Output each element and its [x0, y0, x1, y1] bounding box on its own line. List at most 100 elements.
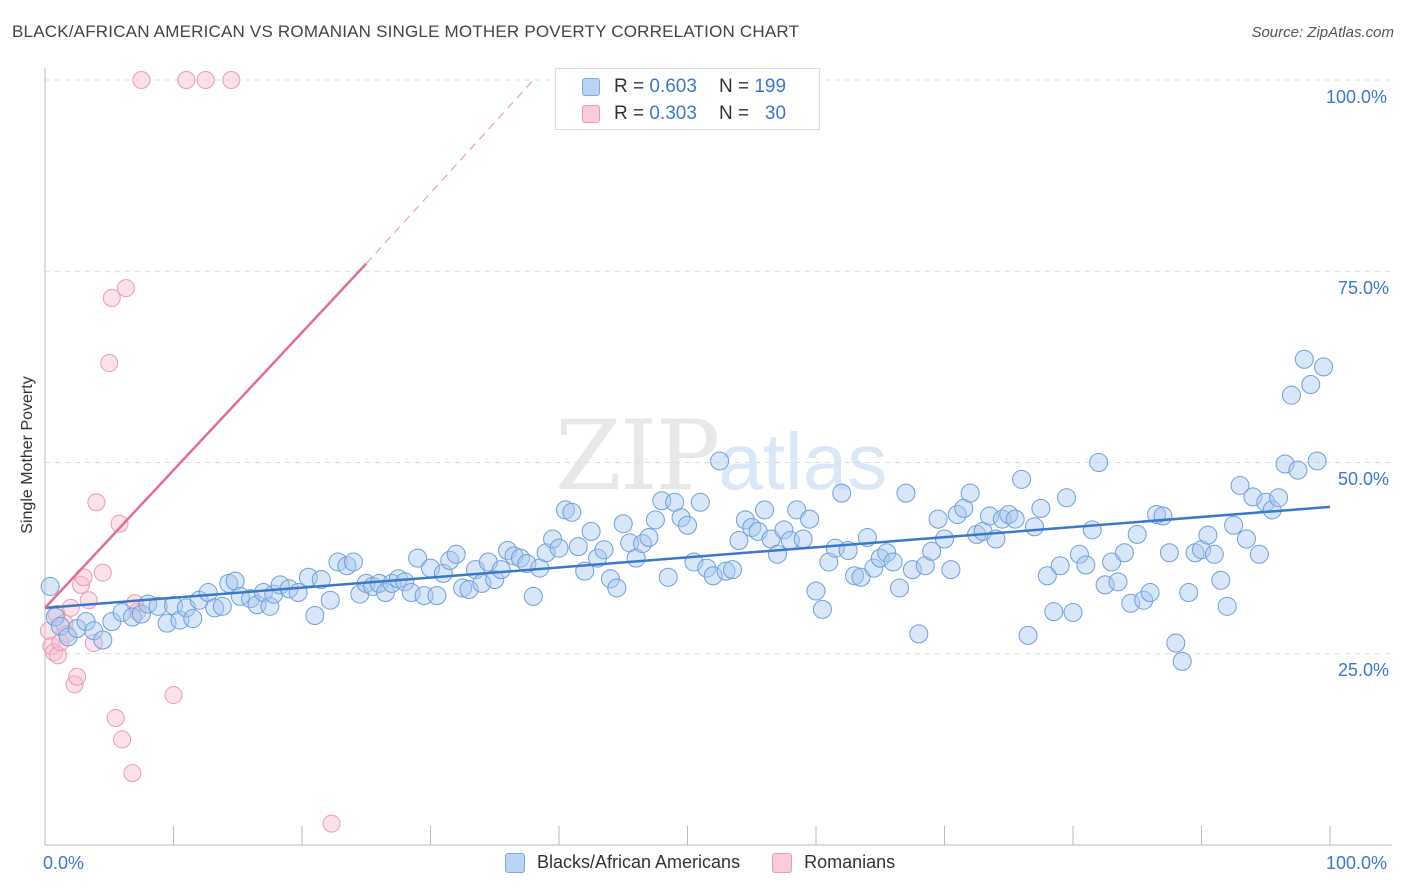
series-label-blacks: Blacks/African Americans — [537, 852, 741, 872]
legend-swatch-blacks — [582, 78, 600, 96]
blacks-point — [870, 548, 890, 568]
blacks-point — [703, 566, 723, 586]
blacks-point — [960, 483, 980, 503]
blacks-point — [562, 502, 582, 522]
legend-r-label: R = — [614, 103, 645, 124]
blacks-point — [543, 529, 563, 549]
romanians-point — [116, 279, 135, 298]
blacks-point — [320, 590, 340, 610]
blacks-point — [376, 583, 396, 603]
series-legend-romanians[interactable]: Romanians — [772, 852, 895, 873]
romanians-points — [39, 71, 341, 833]
blacks-point — [1082, 520, 1102, 540]
blacks-point — [131, 604, 151, 624]
romanians-point — [164, 686, 183, 705]
romanians-point — [132, 71, 151, 89]
blacks-point — [1024, 517, 1044, 537]
blacks-point — [491, 560, 511, 580]
romanians-point — [222, 71, 241, 89]
romanians-point — [113, 730, 132, 749]
blacks-point — [883, 552, 903, 572]
romanians-point — [102, 289, 121, 308]
blacks-point — [1179, 583, 1199, 603]
blacks-point — [1159, 543, 1179, 563]
blacks-point — [722, 560, 742, 580]
y-tick-label-100: 100.0% — [1326, 87, 1388, 107]
stats-legend: R = 0.603 N = 199 R = 0.303 N = 30 — [555, 68, 820, 130]
blacks-point — [902, 560, 922, 580]
blacks-point — [735, 510, 755, 530]
romanians-point — [87, 493, 106, 512]
blacks-points — [40, 349, 1334, 671]
romanians-point — [100, 354, 119, 373]
blacks-point — [1140, 583, 1160, 603]
romanians-point — [110, 514, 129, 533]
blacks-point — [311, 570, 331, 590]
blacks-point — [549, 538, 569, 558]
series-legend-blacks[interactable]: Blacks/African Americans — [505, 852, 740, 873]
romanians-point — [39, 621, 58, 640]
blacks-point — [1108, 572, 1128, 592]
blacks-point — [1134, 590, 1154, 610]
blacks-point — [896, 483, 916, 503]
x-tick-label-max: 100.0% — [1326, 853, 1388, 873]
blacks-point — [1076, 555, 1096, 575]
legend-r-value: 0.303 — [649, 103, 697, 124]
blacks-point — [890, 578, 910, 598]
blacks-point — [305, 606, 325, 625]
romanians-point — [322, 814, 341, 833]
blacks-point — [1057, 488, 1077, 508]
blacks-point — [260, 596, 280, 616]
watermark-zip: ZIP — [555, 400, 720, 512]
blacks-point — [1269, 488, 1289, 508]
series-swatch-romanians — [772, 852, 793, 873]
blacks-point — [1044, 602, 1064, 622]
blacks-point — [1192, 540, 1211, 560]
blacks-point — [1012, 469, 1032, 489]
blacks-point — [1243, 487, 1263, 507]
legend-r-label: R = — [614, 76, 645, 97]
blacks-point — [395, 572, 415, 592]
blacks-point — [427, 586, 447, 606]
blacks-point — [613, 514, 633, 534]
chart-title: BLACK/AFRICAN AMERICAN VS ROMANIAN SINGL… — [12, 22, 800, 41]
blacks-point — [1114, 543, 1134, 563]
blacks-point — [50, 616, 70, 636]
romanians-point — [61, 598, 80, 617]
blacks-point — [1275, 454, 1295, 474]
blacks-point — [979, 506, 999, 526]
romanians-trend-line — [44, 262, 368, 609]
blacks-point — [40, 576, 60, 596]
blacks-point — [343, 552, 363, 572]
blacks-point — [697, 558, 717, 578]
y-tick-label-50: 50.0% — [1338, 469, 1390, 489]
blacks-point — [459, 579, 479, 599]
blacks-point — [205, 598, 225, 618]
blacks-point — [812, 599, 832, 619]
blacks-point — [1063, 602, 1083, 622]
blacks-point — [148, 596, 168, 616]
blacks-point — [909, 624, 929, 644]
blacks-point — [1031, 498, 1051, 518]
blacks-point — [1198, 525, 1218, 545]
blacks-point — [517, 553, 537, 573]
trend-lines — [44, 79, 1331, 610]
blacks-point — [1127, 524, 1147, 544]
blacks-point — [225, 571, 245, 591]
blacks-point — [157, 613, 177, 633]
blacks-point — [1018, 625, 1038, 645]
blacks-point — [1211, 570, 1231, 590]
blacks-point — [864, 558, 884, 578]
blacks-point — [568, 537, 588, 557]
blacks-point — [1281, 385, 1301, 405]
romanians-point — [93, 563, 112, 582]
blacks-point — [806, 581, 826, 601]
blacks-point — [1172, 651, 1192, 671]
source-label: Source: ZipAtlas.com — [1251, 24, 1394, 41]
legend-r-value: 0.603 — [649, 76, 697, 97]
blacks-point — [832, 483, 852, 503]
blacks-point — [93, 630, 113, 650]
blacks-point — [453, 578, 473, 598]
romanians-point — [177, 71, 196, 89]
